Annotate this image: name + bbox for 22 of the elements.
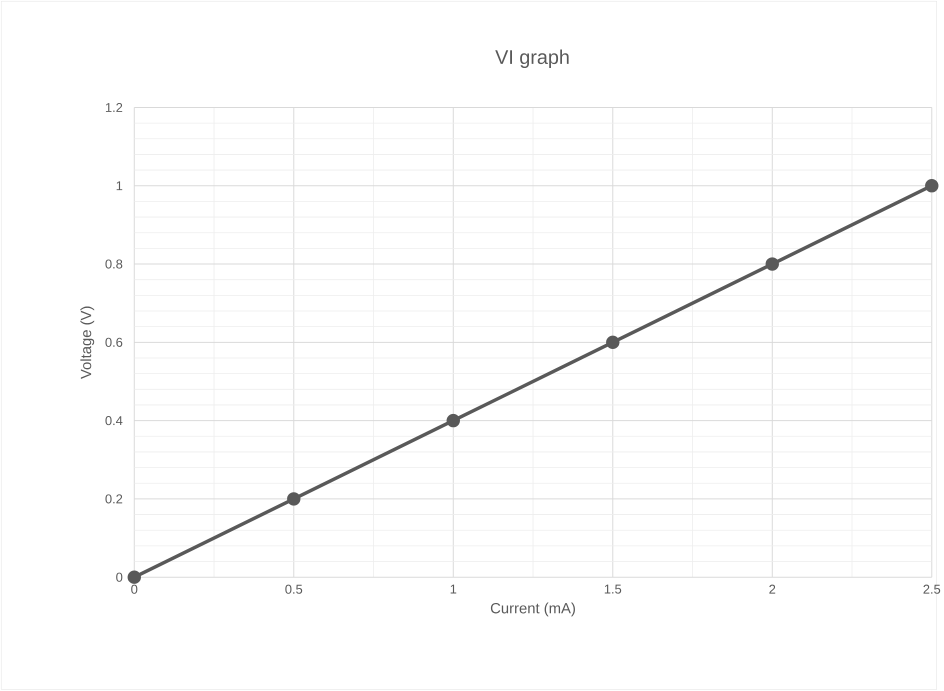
- x-tick-label: 0: [131, 584, 138, 594]
- point: [446, 414, 460, 428]
- y-tick-label: 0.8: [105, 260, 122, 269]
- y-tick-label: 0.2: [105, 494, 122, 504]
- y-tick-label: 1: [116, 182, 122, 190]
- point: [287, 492, 300, 506]
- point: [606, 336, 620, 350]
- x-axis-title: Current (mA): [490, 602, 575, 617]
- point: [925, 179, 938, 193]
- y-tick-label: 0.6: [105, 338, 122, 348]
- x-tick-label: 1: [450, 584, 456, 594]
- y-tick-label: 1.2: [106, 103, 122, 112]
- x-tick-label: 0.5: [285, 584, 302, 594]
- point: [128, 570, 141, 584]
- y-tick-label: 0.4: [105, 416, 122, 426]
- x-tick-label: 2.5: [923, 584, 940, 594]
- point: [766, 258, 779, 271]
- x-tick-label: 1.5: [604, 584, 622, 594]
- y-tick-label: 0: [116, 572, 122, 582]
- chart-title: VI graph: [495, 50, 569, 68]
- x-tick-label: 2: [769, 584, 776, 594]
- y-axis-title: Voltage (V): [80, 306, 94, 380]
